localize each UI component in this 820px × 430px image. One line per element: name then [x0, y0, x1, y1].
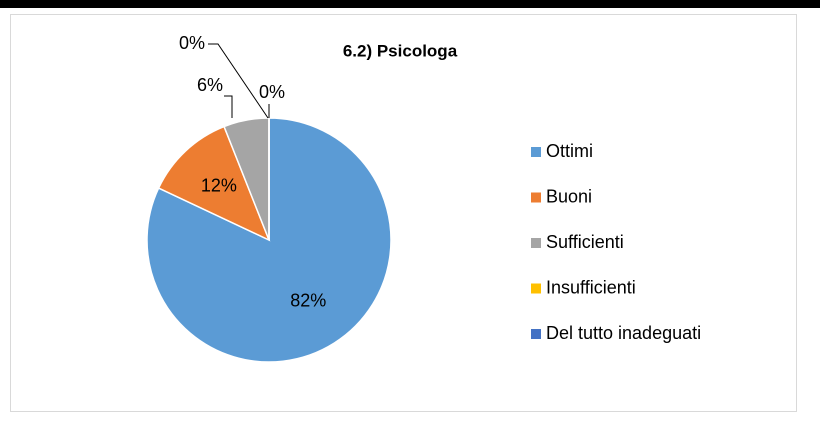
chart-frame	[10, 14, 797, 412]
legend-label: Ottimi	[546, 141, 593, 161]
data-label: 6%	[197, 75, 223, 95]
data-label: 12%	[201, 175, 237, 195]
legend-label: Del tutto inadeguati	[546, 323, 701, 343]
legend-swatch	[531, 238, 541, 248]
chart-title: 6.2) Psicologa	[343, 41, 458, 60]
legend-label: Insufficienti	[546, 277, 636, 297]
data-label: 82%	[290, 291, 326, 311]
leader-line	[224, 95, 233, 118]
data-label: 0%	[259, 82, 285, 102]
legend-swatch	[531, 147, 541, 157]
legend-swatch	[531, 192, 541, 203]
pie-slice	[157, 125, 271, 242]
legend-label: Buoni	[546, 186, 592, 206]
legend-swatch	[531, 283, 541, 294]
legend-label: Sufficienti	[546, 232, 624, 252]
legend-swatch	[531, 329, 541, 339]
top-bar	[0, 0, 820, 8]
leader-line	[208, 43, 269, 119]
data-label: 0%	[179, 33, 205, 53]
